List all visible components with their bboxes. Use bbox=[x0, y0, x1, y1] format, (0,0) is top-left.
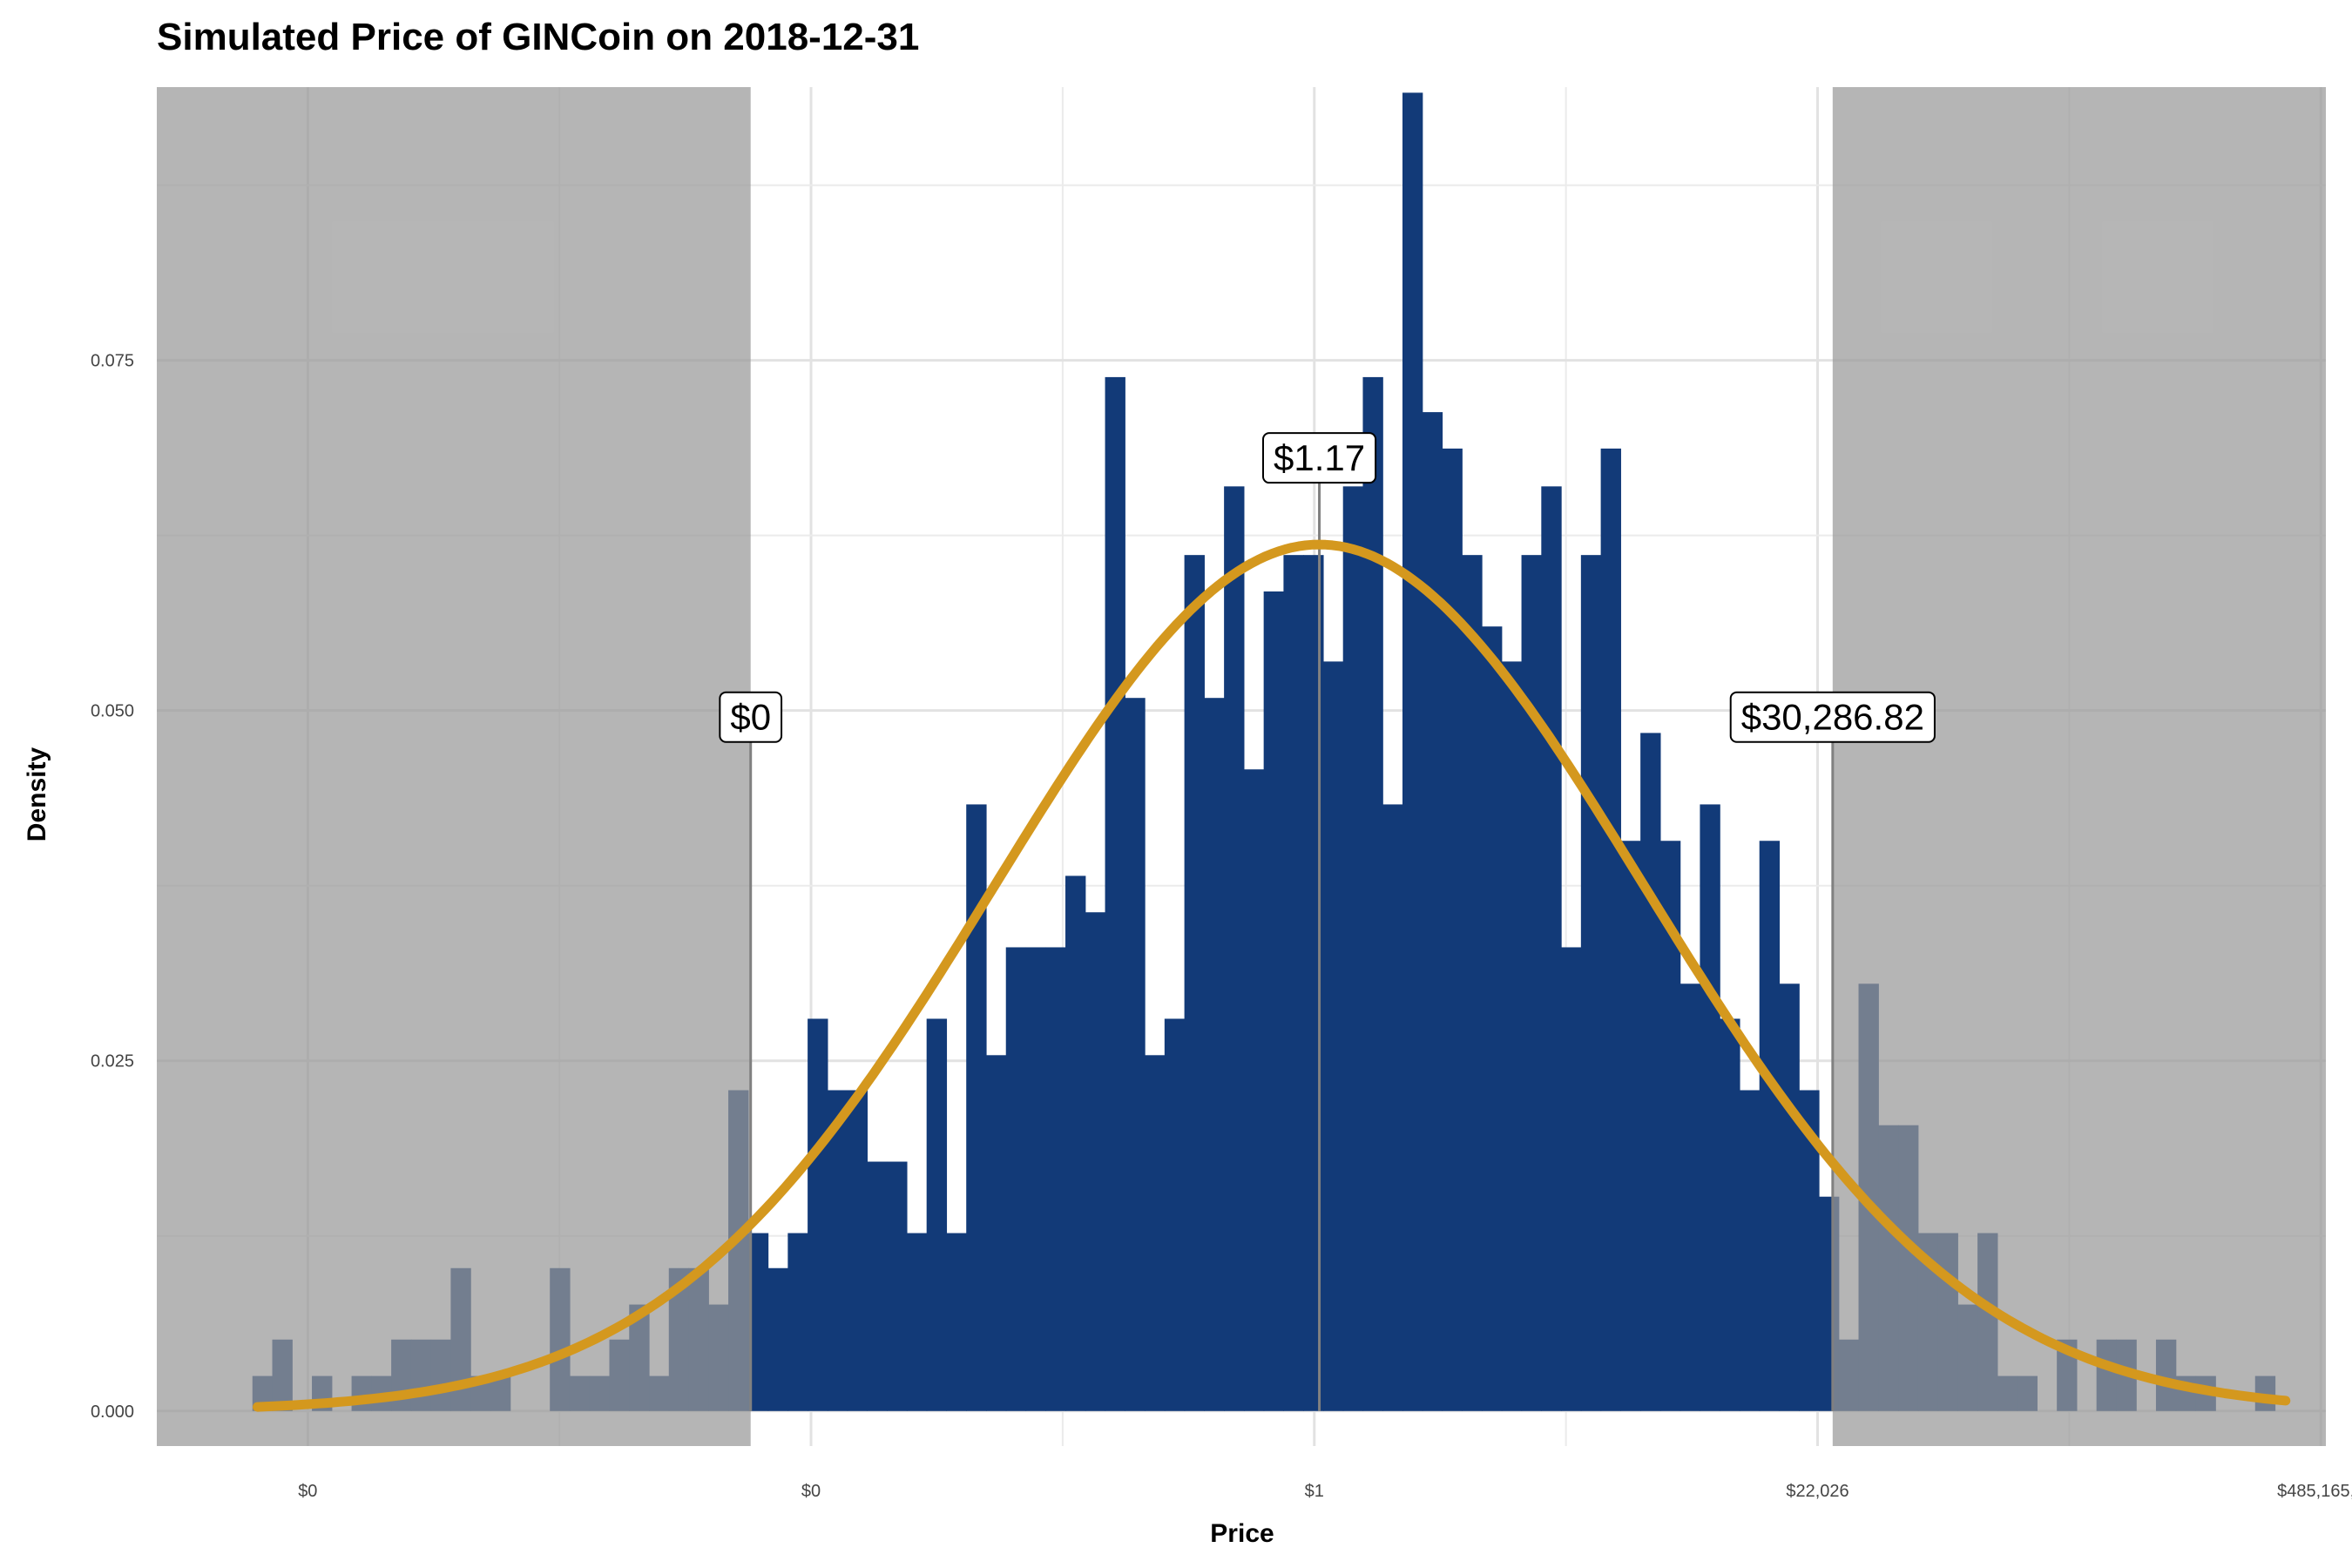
histogram-bar bbox=[1322, 661, 1344, 1411]
annotation-label: $1.17 bbox=[1261, 432, 1377, 484]
histogram-bar bbox=[1600, 448, 1621, 1411]
histogram-bar bbox=[1799, 1090, 1820, 1411]
x-tick-label: $485,165,1 bbox=[2277, 1482, 2352, 1501]
histogram-bar bbox=[1640, 733, 1661, 1411]
histogram-bar bbox=[1442, 448, 1463, 1411]
histogram-bar bbox=[1362, 376, 1383, 1411]
histogram-bar bbox=[1342, 486, 1364, 1411]
histogram-bar bbox=[1243, 769, 1265, 1411]
histogram-bar bbox=[926, 1018, 948, 1411]
histogram-bar bbox=[767, 1267, 788, 1411]
histogram-bar bbox=[1462, 555, 1483, 1411]
histogram-bar bbox=[1779, 983, 1800, 1411]
histogram-bar bbox=[1164, 1018, 1186, 1411]
histogram-bar bbox=[1125, 698, 1146, 1411]
shaded-regions bbox=[157, 87, 2326, 1446]
histogram-bar bbox=[787, 1233, 808, 1411]
axis-labels: $0 $0 $1 $22,026 $485,165,1 0.000 0.025 0.050 0.… bbox=[91, 352, 2352, 1501]
annotation-box bbox=[1729, 691, 1936, 743]
histogram-bar bbox=[1263, 591, 1285, 1411]
histogram-bar bbox=[1422, 412, 1443, 1411]
histogram-bar bbox=[966, 804, 987, 1411]
y-tick-label: 0.075 bbox=[91, 352, 134, 371]
histogram-bar bbox=[1045, 947, 1066, 1411]
annotation-label: $30,286.82 bbox=[1729, 691, 1936, 743]
density-curve bbox=[253, 539, 2291, 1412]
histogram-bar bbox=[887, 1161, 908, 1411]
reference-lines bbox=[749, 458, 1835, 1411]
histogram-bar bbox=[1382, 804, 1403, 1411]
histogram-bar bbox=[1105, 376, 1125, 1411]
histogram-bar bbox=[1204, 698, 1225, 1411]
histogram-bar bbox=[1402, 92, 1423, 1411]
histogram-bar bbox=[1739, 1090, 1761, 1411]
y-tick-label: 0.025 bbox=[91, 1052, 134, 1071]
annotation-text: $0 bbox=[730, 697, 771, 738]
shaded-tail-region bbox=[157, 87, 751, 1446]
histogram-bar bbox=[1065, 875, 1086, 1411]
histogram-bar bbox=[1580, 555, 1602, 1411]
y-tick-label: 0.050 bbox=[91, 702, 134, 721]
histogram-bar bbox=[1561, 947, 1582, 1411]
annotation-box bbox=[719, 691, 783, 743]
shaded-tail-region bbox=[1832, 87, 2326, 1446]
histogram-bar bbox=[1145, 1055, 1166, 1411]
histogram-bar bbox=[946, 1233, 967, 1411]
histogram-bar bbox=[1025, 947, 1046, 1411]
histogram-bar bbox=[1759, 841, 1781, 1411]
histogram-bar bbox=[1720, 1018, 1740, 1411]
histogram-bar bbox=[1541, 486, 1562, 1411]
histogram-bar bbox=[1005, 947, 1027, 1411]
histogram-bar bbox=[906, 1233, 928, 1411]
annotation-text: $30,286.82 bbox=[1741, 697, 1924, 738]
histogram-bar bbox=[1501, 661, 1523, 1411]
histogram-bar bbox=[1184, 555, 1205, 1411]
histogram-bar bbox=[867, 1161, 888, 1411]
histogram-bar bbox=[827, 1090, 848, 1411]
histogram-bar bbox=[1482, 626, 1503, 1411]
histogram-bar bbox=[1085, 912, 1106, 1411]
annotation-text: $1.17 bbox=[1274, 437, 1365, 478]
histogram-bar bbox=[1680, 983, 1701, 1411]
x-tick-label: $0 bbox=[801, 1482, 821, 1501]
histogram-bar bbox=[808, 1018, 828, 1411]
histogram-bar bbox=[1700, 804, 1720, 1411]
annotation-box bbox=[1261, 432, 1377, 484]
histogram-bar bbox=[1224, 486, 1245, 1411]
annotation-label: $0 bbox=[719, 691, 783, 743]
chart-title: Simulated Price of GINCoin on 2018-12-31 bbox=[157, 16, 920, 58]
y-tick-label: 0.000 bbox=[91, 1402, 134, 1422]
histogram-bar bbox=[1521, 555, 1542, 1411]
x-tick-label: $0 bbox=[298, 1482, 317, 1501]
x-axis-title: Price bbox=[1210, 1519, 1274, 1548]
histogram-bar bbox=[1620, 841, 1641, 1411]
x-tick-label: $1 bbox=[1305, 1482, 1324, 1501]
y-axis-title: Density bbox=[23, 747, 51, 842]
histogram-bar bbox=[1283, 555, 1304, 1411]
histogram-bar bbox=[747, 1233, 769, 1411]
histogram-bar bbox=[1659, 841, 1681, 1411]
histogram-bar bbox=[985, 1055, 1007, 1411]
density-curve-layer bbox=[253, 539, 2291, 1412]
x-tick-label: $22,026 bbox=[1786, 1482, 1848, 1501]
histogram-bar bbox=[847, 1090, 868, 1411]
annotations: $0 $1.17 $30,286.82 bbox=[719, 432, 1936, 743]
